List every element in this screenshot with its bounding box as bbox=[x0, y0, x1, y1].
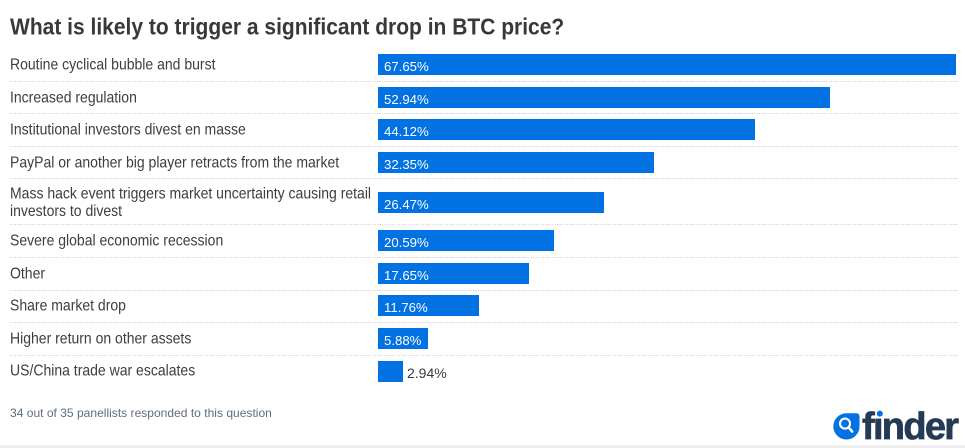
svg-text:fınder: fınder bbox=[862, 406, 959, 442]
